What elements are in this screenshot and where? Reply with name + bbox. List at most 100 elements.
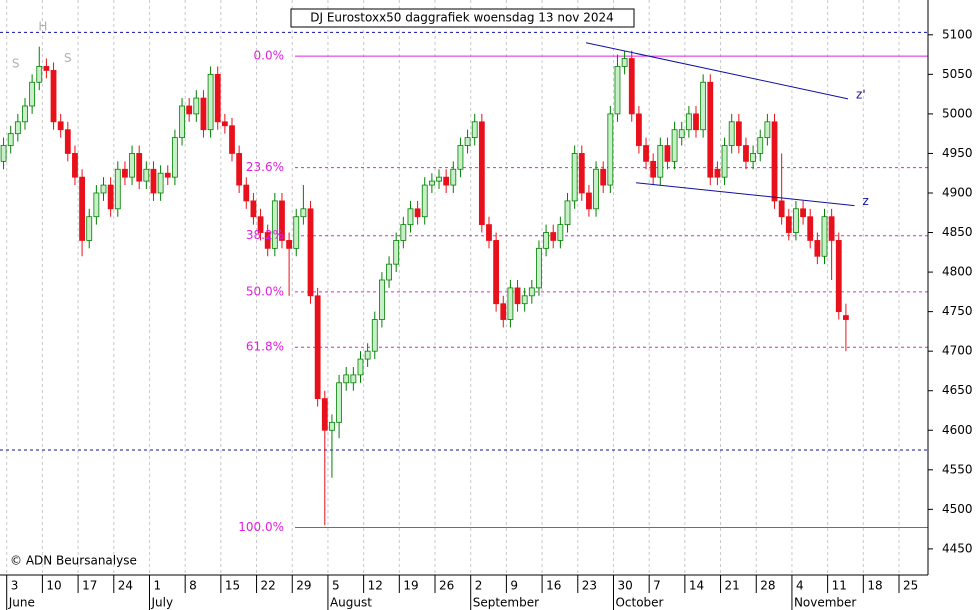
candle-body — [414, 208, 421, 218]
candle-body — [86, 216, 93, 241]
candle-body — [814, 240, 821, 257]
x-tick-label: 9 — [510, 579, 518, 593]
candle-body — [514, 287, 521, 305]
fib-label: 50.0% — [246, 284, 284, 298]
candle-body — [550, 232, 557, 241]
candle-body — [657, 145, 664, 178]
month-label: October — [615, 596, 663, 610]
candle-body — [400, 224, 407, 241]
candle-body — [79, 176, 85, 241]
month-label: August — [330, 596, 372, 610]
candle-body — [471, 121, 478, 139]
candle-body — [350, 374, 357, 384]
candle-body — [300, 208, 307, 218]
candle-body — [279, 200, 285, 241]
candle-body — [171, 137, 178, 178]
candle-body — [36, 66, 43, 83]
y-tick-label: 5000 — [942, 106, 973, 120]
candle-body — [114, 168, 121, 210]
candle-body — [571, 153, 578, 202]
x-tick-label: 5 — [332, 579, 340, 593]
chart-title: DJ Eurostoxx50 daggrafiek woensdag 13 no… — [310, 11, 614, 25]
candle-body — [257, 216, 264, 233]
candle-body — [793, 208, 799, 233]
candle-body — [136, 153, 143, 182]
candle-body — [493, 240, 500, 305]
title-box — [290, 8, 635, 28]
x-tick-label: 17 — [82, 579, 97, 593]
candle-body — [700, 81, 707, 131]
candle-body — [229, 125, 235, 154]
x-tick-label: 7 — [653, 579, 661, 593]
candle-body — [671, 129, 678, 162]
month-label: June — [8, 596, 35, 610]
month-label: July — [150, 596, 173, 610]
annotation: H — [38, 19, 47, 33]
candle-body — [821, 216, 828, 257]
y-tick-label: 4850 — [942, 225, 973, 239]
candle-body — [264, 232, 271, 249]
candle-body — [143, 168, 150, 182]
x-tick-label: 29 — [296, 579, 311, 593]
candle-body — [771, 121, 778, 202]
candle-body — [843, 315, 849, 320]
candle-body — [329, 421, 335, 431]
candle-body — [543, 232, 549, 249]
x-tick-label: 22 — [261, 579, 276, 593]
trendline-label: z — [862, 194, 868, 208]
candle-body — [43, 66, 50, 71]
candle-body — [157, 172, 164, 194]
candle-body — [643, 145, 649, 162]
x-tick-label: 21 — [725, 579, 740, 593]
candle-body — [721, 145, 728, 178]
candle-body — [72, 153, 78, 178]
candle-body — [828, 216, 835, 241]
grid — [0, 0, 928, 575]
candle-body — [0, 145, 7, 162]
candle-body — [807, 216, 814, 241]
candle-body — [443, 176, 450, 186]
candle-body — [650, 160, 657, 178]
trendline — [635, 182, 855, 207]
x-tick-label: 8 — [189, 579, 197, 593]
candle-body — [179, 105, 185, 139]
y-tick-label: 4800 — [942, 265, 973, 279]
x-tick-label: 14 — [689, 579, 704, 593]
fib-label: 38.2% — [246, 228, 284, 242]
fib-label: 23.6% — [246, 160, 284, 174]
candle-body — [314, 295, 321, 400]
candle-body — [357, 358, 364, 376]
candle-body — [464, 137, 471, 146]
candle-body — [478, 121, 485, 226]
x-tick-label: 15 — [225, 579, 240, 593]
candle-body — [122, 168, 128, 178]
candle-body — [50, 69, 57, 123]
x-tick-label: 28 — [760, 579, 775, 593]
candle-body — [243, 184, 250, 202]
candle-body — [507, 287, 514, 320]
trendline-label: z' — [856, 87, 866, 101]
candle-body — [743, 145, 749, 162]
candle-body — [428, 180, 435, 186]
candle-body — [343, 374, 350, 384]
y-tick-label: 4450 — [942, 541, 973, 555]
candle-body — [621, 58, 628, 67]
fib-label: 100.0% — [238, 520, 284, 534]
candle-body — [500, 303, 507, 320]
candle-body — [785, 216, 792, 233]
candle-body — [728, 121, 735, 146]
candle-body — [386, 263, 392, 281]
y-tick-label: 4900 — [942, 185, 973, 199]
candle-body — [250, 200, 257, 218]
candle-body — [129, 153, 135, 178]
y-tick-label: 5100 — [942, 27, 973, 41]
x-tick-label: 1 — [153, 579, 161, 593]
candle-body — [607, 113, 614, 186]
candle-body — [336, 382, 342, 423]
y-tick-label: 5050 — [942, 67, 973, 81]
annotation: S — [12, 57, 20, 71]
candle-body — [436, 176, 442, 182]
candle-body — [600, 168, 607, 186]
month-label: September — [473, 596, 539, 610]
